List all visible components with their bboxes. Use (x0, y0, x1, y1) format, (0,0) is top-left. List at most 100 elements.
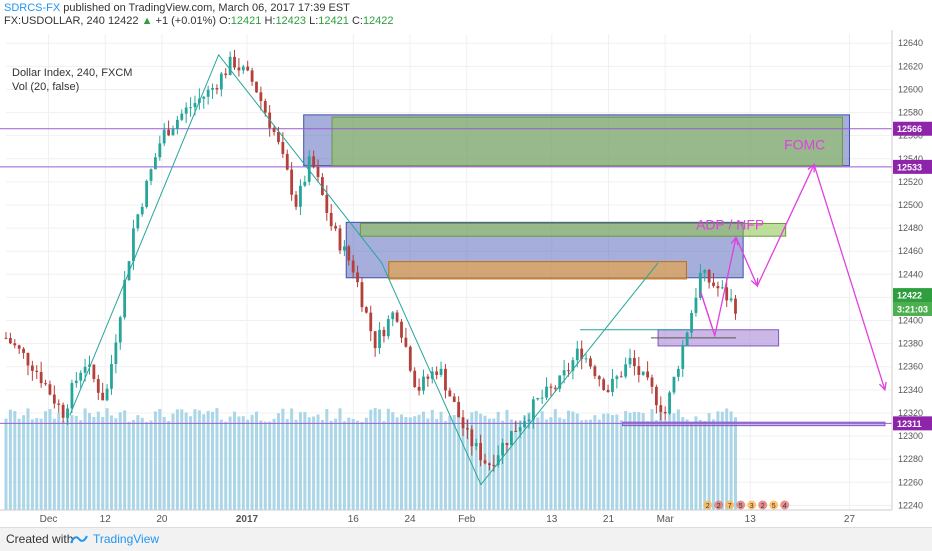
volume-bar (96, 411, 100, 510)
volume-bar (646, 421, 650, 510)
volume-bar (241, 416, 245, 510)
candle-body (92, 364, 96, 379)
y-tick-label: 12320 (898, 408, 923, 418)
volume-bar (430, 409, 434, 510)
candle-body (303, 181, 307, 186)
open-value: 12421 (230, 15, 262, 27)
volume-bar (8, 409, 12, 510)
candle-body (729, 298, 733, 301)
volume-bar (694, 416, 698, 510)
y-tick-label: 12340 (898, 385, 923, 395)
arrow-head-icon (878, 381, 887, 392)
published-text: published on TradingView.com, March 06, … (63, 2, 350, 14)
volume-bar (650, 409, 654, 510)
candle-body (571, 360, 575, 371)
candle-body (466, 428, 469, 430)
volume-bar (281, 408, 285, 510)
price-label-bg (893, 301, 932, 316)
y-tick-label: 12500 (898, 200, 923, 210)
volume-bar (44, 411, 48, 510)
volume-bar (514, 421, 518, 510)
volume-bar (624, 410, 628, 510)
volume-bar (57, 412, 61, 510)
volume-bar (109, 415, 113, 510)
candle-body (720, 287, 724, 289)
volume-bar (131, 419, 135, 510)
volume-bar (382, 421, 386, 510)
event-flag-label: 7 (728, 503, 732, 510)
candle-body (290, 169, 294, 195)
created-with-label: Created with (6, 532, 74, 546)
volume-bar (448, 415, 452, 510)
x-tick-label: 24 (404, 514, 416, 525)
volume-bar (13, 411, 17, 510)
y-tick-label: 12640 (898, 38, 923, 48)
volume-bar (558, 417, 562, 510)
volume-bar (588, 419, 592, 510)
volume-bar (439, 411, 443, 510)
tradingview-brand-link[interactable]: TradingView (93, 532, 160, 546)
volume-bar (615, 414, 619, 510)
candle-body (650, 377, 654, 387)
zigzag-line (69, 53, 659, 486)
candle-body (312, 156, 316, 168)
volume-bar (307, 417, 311, 510)
open-label: O: (219, 15, 231, 27)
volume-bar (391, 412, 395, 510)
candle-body (285, 153, 289, 170)
volume-bar (681, 417, 685, 510)
candle-body (307, 156, 311, 182)
volume-bar (351, 418, 355, 510)
candle-body (22, 348, 25, 353)
candle-body (553, 387, 557, 389)
volume-bar (400, 414, 404, 510)
candle-body (167, 129, 170, 136)
candle-body (246, 66, 250, 71)
volume-bar (140, 417, 144, 510)
candle-body (74, 380, 78, 384)
volume-bar (641, 413, 645, 510)
volume-bar (540, 411, 544, 510)
candle-body (672, 376, 676, 393)
volume-bar (575, 413, 579, 510)
candle-body (61, 404, 65, 418)
y-tick-label: 12280 (898, 454, 923, 464)
candle-body (13, 343, 17, 346)
price-label: 12533 (897, 162, 922, 172)
volume-bar (404, 417, 408, 510)
volume-bar (52, 418, 56, 510)
tradingview-logo-icon (70, 535, 88, 544)
volume-bar (167, 421, 171, 510)
candle-body (66, 408, 69, 418)
volume-bar (672, 413, 676, 510)
candle-body (514, 430, 518, 432)
candle-body (619, 376, 623, 378)
candle-body (501, 442, 504, 456)
y-tick-label: 12520 (898, 177, 923, 187)
volume-bar (254, 411, 258, 510)
candle-body (294, 194, 298, 207)
candle-body (479, 443, 483, 461)
volume-bar (189, 416, 193, 510)
candle-body (132, 228, 135, 262)
volume-bar (61, 420, 65, 510)
volume-bar (338, 408, 342, 510)
volume-bar (30, 419, 34, 510)
candle-body (439, 368, 443, 375)
volume-bar (523, 415, 527, 510)
username-link[interactable]: SDRCS-FX (4, 2, 61, 14)
candle-body (211, 88, 214, 90)
volume-bar (22, 415, 26, 510)
candle-body (448, 390, 452, 397)
volume-bar (703, 421, 707, 510)
candle-body (96, 378, 100, 393)
x-tick-label: 16 (348, 514, 360, 525)
volume-bar (417, 414, 421, 510)
candle-body (158, 143, 162, 158)
volume-bar (342, 421, 346, 510)
candle-body (531, 399, 535, 420)
volume-bar (597, 419, 601, 510)
candle-body (492, 464, 496, 466)
